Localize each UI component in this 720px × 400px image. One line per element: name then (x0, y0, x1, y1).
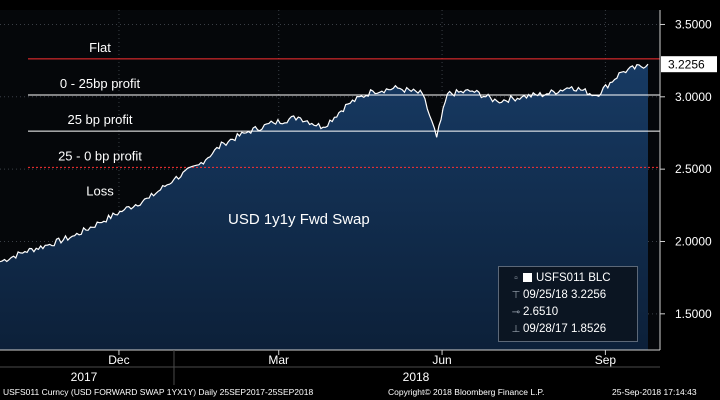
legend-swatch (523, 273, 532, 282)
chart-area: Flat 0 - 25bp profit 25 bp profit 25 - 0 bp… (0, 10, 717, 385)
gridlines (0, 10, 660, 350)
legend-toggle-icon[interactable]: ▫ (514, 273, 518, 284)
footer-timestamp: 25-Sep-2018 17:14:43 (612, 387, 697, 397)
legend-first-row: ⊥ 09/28/17 1.8526 (509, 323, 607, 335)
zone-label: 25 - 0 bp profit (58, 148, 142, 163)
y-tick-label: 3.0000 (675, 90, 712, 104)
y-tick-label: 1.5000 (675, 307, 712, 321)
legend-mid-row: ⊸ 2.6510 (509, 306, 558, 318)
legend-last-row: ⊤ 09/25/18 3.2256 (509, 289, 607, 301)
footer-ticker: USFS011 Curncy (USD FORWARD SWAP 1YX1Y) … (3, 387, 314, 397)
legend-title: USFS011 BLC (536, 272, 611, 284)
zone-label: 0 - 25bp profit (60, 76, 141, 91)
zone-label: Flat (89, 40, 111, 55)
legend-title-row: ▫ USFS011 BLC (509, 272, 611, 284)
y-axis: 3.5000 3.0000 2.5000 2.0000 1.5000 (659, 10, 712, 350)
x-tick-label: Dec (108, 353, 129, 367)
legend-first: 09/28/17 1.8526 (523, 323, 607, 335)
x-tick-label: Jun (432, 353, 451, 367)
low-marker-icon: ⊥ (511, 324, 521, 335)
high-marker-icon: ⊤ (511, 290, 521, 301)
legend-mid: 2.6510 (523, 306, 559, 318)
legend-box: ▫ USFS011 BLC ⊤ 09/25/18 3.2256 ⊸ 2.6510 ⊥ 0… (498, 266, 638, 342)
last-value-text: 3.2256 (668, 58, 705, 72)
y-tick-label: 2.0000 (675, 234, 712, 248)
zone-label: Loss (86, 183, 114, 198)
legend-last: 09/25/18 3.2256 (523, 289, 607, 301)
series-area-fill (0, 64, 648, 350)
year-label: 2017 (71, 370, 98, 384)
series-line (0, 63, 649, 263)
y-tick-label: 3.5000 (675, 17, 712, 31)
chart-title: USD 1y1y Fwd Swap (228, 211, 370, 228)
x-axis: Dec Mar Jun Sep 2017 2018 (0, 349, 660, 385)
footer-bar: USFS011 Curncy (USD FORWARD SWAP 1YX1Y) … (0, 385, 720, 400)
zone-lines: Flat 0 - 25bp profit 25 bp profit 25 - 0 bp… (28, 40, 660, 198)
footer-copyright: Copyright© 2018 Bloomberg Finance L.P. (388, 387, 545, 397)
year-label: 2018 (403, 370, 430, 384)
last-value-box (661, 56, 717, 73)
zone-label: 25 bp profit (67, 112, 132, 127)
last-value-marker: 3.2256 (661, 56, 717, 73)
y-tick-label: 2.5000 (675, 162, 712, 176)
x-tick-label: Mar (268, 353, 289, 367)
x-tick-label: Sep (595, 353, 617, 367)
average-marker-icon: ⊸ (511, 307, 521, 318)
